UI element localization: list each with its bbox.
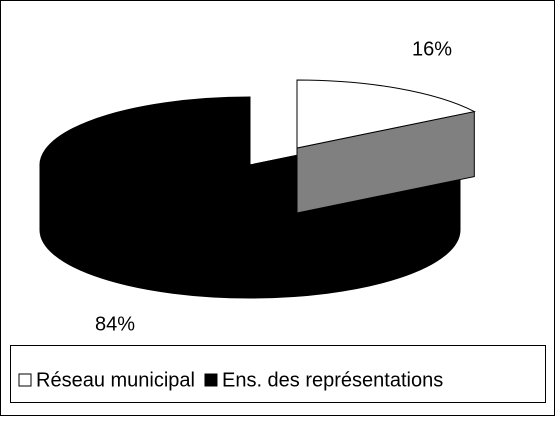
data-label: 16% bbox=[412, 38, 452, 60]
legend-label: Réseau municipal bbox=[36, 369, 195, 391]
legend-swatch bbox=[204, 373, 218, 387]
pie bbox=[39, 79, 476, 299]
legend-label: Ens. des représentations bbox=[222, 369, 443, 391]
legend: Réseau municipal Ens. des représentations bbox=[18, 369, 443, 391]
legend-swatch bbox=[18, 373, 32, 387]
legend-box bbox=[10, 345, 546, 403]
slice-top bbox=[296, 79, 476, 149]
data-label: 84% bbox=[95, 313, 135, 335]
